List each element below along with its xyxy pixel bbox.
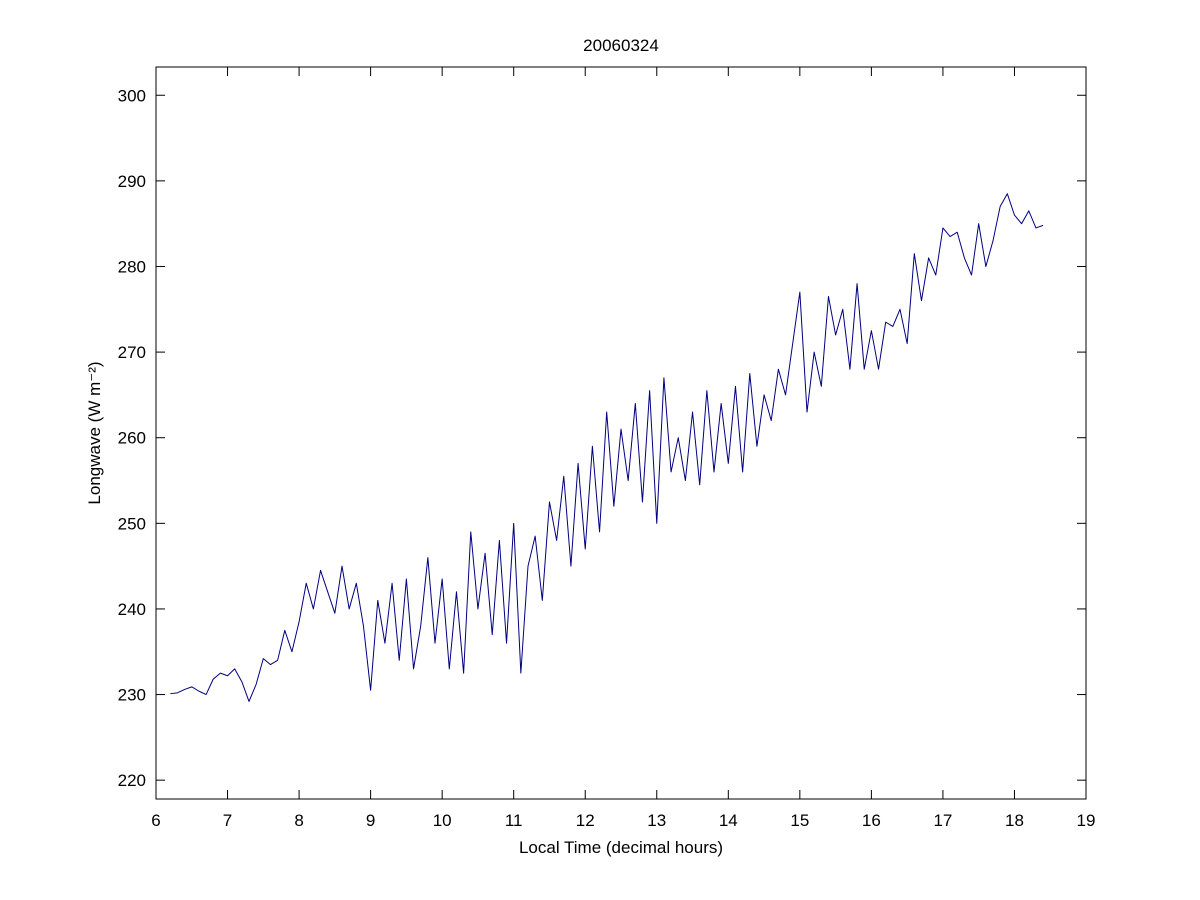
x-tick-label: 16 <box>862 811 881 830</box>
y-tick-label: 240 <box>118 600 146 619</box>
x-tick-label: 12 <box>576 811 595 830</box>
x-tick-label: 13 <box>647 811 666 830</box>
x-tick-label: 15 <box>790 811 809 830</box>
x-tick-label: 9 <box>366 811 375 830</box>
x-tick-label: 6 <box>151 811 160 830</box>
x-tick-label: 11 <box>505 811 523 830</box>
y-axis-label: Longwave (W m⁻²) <box>85 361 104 504</box>
y-tick-label: 270 <box>118 343 146 362</box>
y-tick-label: 220 <box>118 771 146 790</box>
y-tick-label: 280 <box>118 257 146 276</box>
x-axis-label: Local Time (decimal hours) <box>519 838 723 857</box>
x-tick-label: 10 <box>433 811 452 830</box>
y-tick-label: 300 <box>118 86 146 105</box>
y-tick-label: 250 <box>118 514 146 533</box>
x-tick-label: 18 <box>1005 811 1024 830</box>
x-tick-label: 17 <box>933 811 952 830</box>
y-tick-label: 260 <box>118 429 146 448</box>
x-tick-label: 7 <box>223 811 232 830</box>
chart-title: 20060324 <box>583 36 659 55</box>
y-tick-label: 230 <box>118 686 146 705</box>
x-tick-label: 19 <box>1077 811 1096 830</box>
x-tick-label: 14 <box>719 811 738 830</box>
x-tick-label: 8 <box>294 811 303 830</box>
data-line <box>170 193 1044 702</box>
y-tick-label: 290 <box>118 172 146 191</box>
